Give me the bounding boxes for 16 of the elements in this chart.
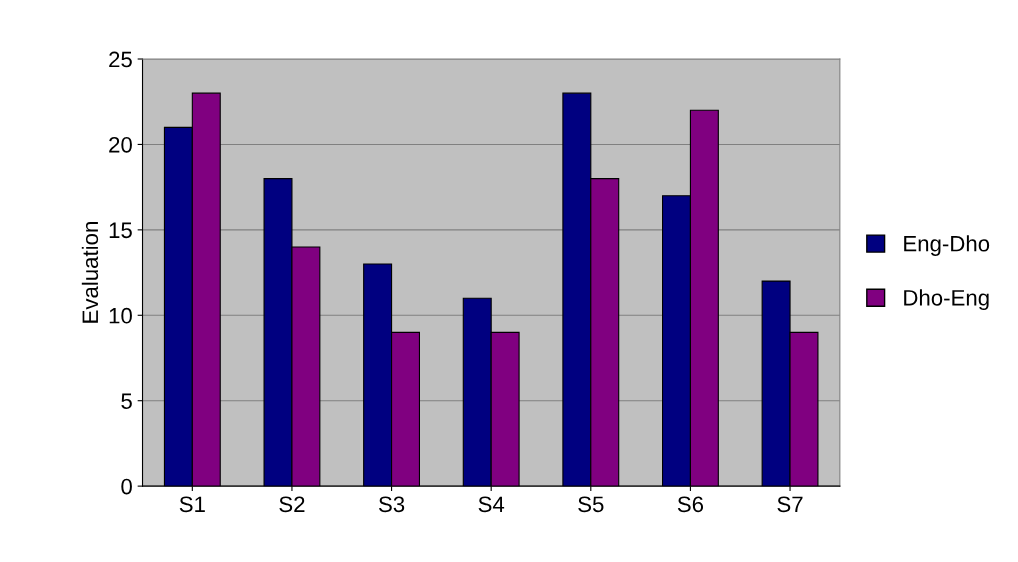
legend-label: Eng-Dho [904,235,990,256]
x-tick-label: S3 [378,496,405,513]
y-tick-label: 5 [121,393,132,409]
x-tick-label: S7 [777,496,803,513]
y-tick-label: 15 [109,222,132,239]
y-tick-label: 20 [109,136,132,153]
x-tick-label: S4 [478,496,505,513]
y-tick-label: 10 [109,307,132,324]
x-tick-label: S5 [578,496,604,513]
x-tick-label: S6 [677,496,704,513]
x-tick-label: S2 [279,496,305,513]
y-tick-label: 0 [121,478,132,495]
y-axis-title: Evaluation [81,222,99,323]
x-tick-label: S1 [179,496,205,513]
y-tick-label: 25 [109,51,132,68]
legend-label: Dho-Eng [904,289,989,311]
